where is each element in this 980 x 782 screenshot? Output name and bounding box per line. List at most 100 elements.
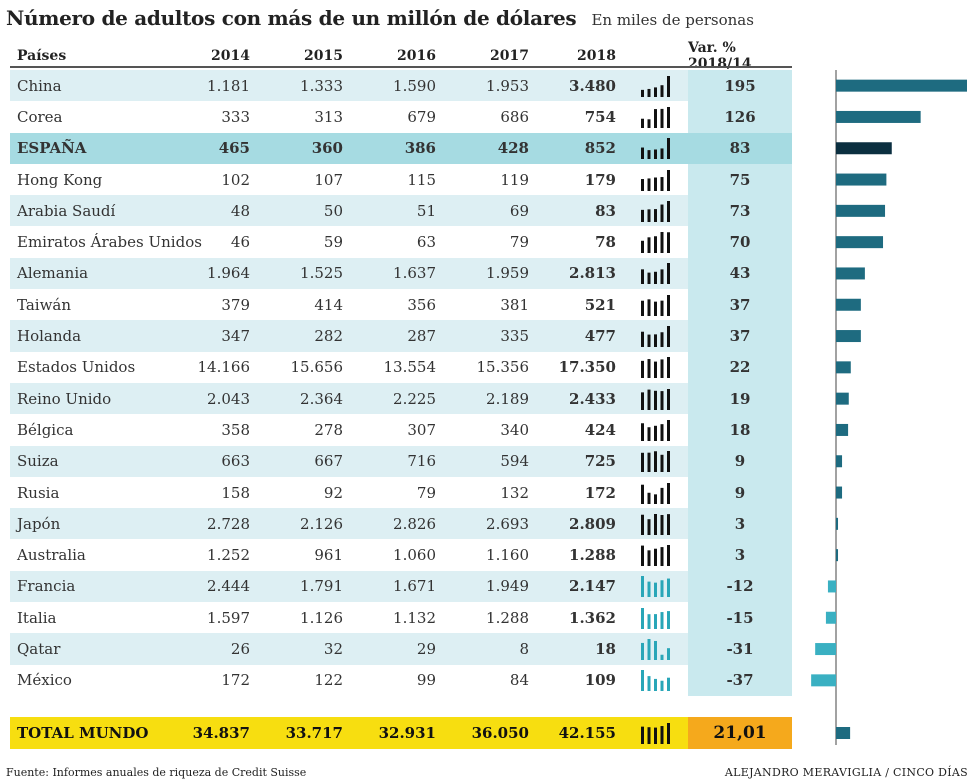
sparkline-bar xyxy=(647,638,651,660)
variation-value: 83 xyxy=(688,132,792,164)
variation-bar xyxy=(836,455,843,468)
sparkline-bar xyxy=(660,580,664,598)
header-2016: 2016 xyxy=(397,48,436,64)
table-row: Rusia 158 92 79 132 172 9 xyxy=(10,476,792,509)
sparkline-bar xyxy=(660,204,664,222)
value-2015: 414 xyxy=(314,295,343,314)
value-2018: 78 xyxy=(595,233,616,252)
variation-bar xyxy=(836,392,849,405)
table-row: Suiza 663 667 716 594 725 9 xyxy=(10,445,792,477)
table-row: Bélgica 358 278 307 340 424 18 xyxy=(10,414,792,446)
sparkline-bar xyxy=(660,108,664,128)
variation-value: -15 xyxy=(688,602,792,634)
sparkline-bar xyxy=(641,514,644,535)
value-2015: 122 xyxy=(314,671,343,690)
sparkline-bar xyxy=(647,334,651,348)
header-2015: 2015 xyxy=(304,48,343,64)
sparkline-bar xyxy=(647,359,651,379)
country-name: Taiwán xyxy=(17,295,72,314)
sparkline-svg xyxy=(641,670,670,692)
variation-bar xyxy=(836,236,884,249)
sparkline-bar xyxy=(654,640,657,660)
sparkline-bar xyxy=(667,482,670,504)
value-2017: 119 xyxy=(500,170,529,189)
sparkline-bar xyxy=(654,177,657,191)
sparkline-bar xyxy=(641,118,644,128)
value-2014: 358 xyxy=(221,420,250,439)
value-2018: 852 xyxy=(584,139,616,158)
variation-value: 37 xyxy=(688,289,792,321)
sparkline-svg xyxy=(641,75,670,97)
value-2015: 2.364 xyxy=(300,389,343,408)
sparkline-bar xyxy=(667,578,670,598)
value-2014: 2.728 xyxy=(207,514,250,533)
value-2017: 8 xyxy=(519,639,529,658)
table-row: Corea 333 313 679 686 754 126 xyxy=(10,101,792,133)
value-2016: 115 xyxy=(407,170,436,189)
value-2017: 2.189 xyxy=(486,389,529,408)
sparkline-bar xyxy=(641,726,644,744)
value-2017: 1.949 xyxy=(486,577,529,596)
sparkline-bar xyxy=(667,545,670,567)
sparkline-bar xyxy=(654,513,657,535)
sparkline-bar xyxy=(654,679,657,692)
sparkline-bar xyxy=(647,492,651,504)
sparkline-bar xyxy=(654,583,657,598)
total-2015: 33.717 xyxy=(285,724,343,742)
value-2014: 26 xyxy=(230,639,250,658)
sparkline-bar xyxy=(641,331,644,348)
country-name: Italia xyxy=(17,608,57,627)
value-2018: 109 xyxy=(584,671,616,690)
variation-bar xyxy=(836,267,865,280)
sparkline-bar xyxy=(654,149,657,160)
value-2014: 48 xyxy=(230,201,250,220)
value-2014: 663 xyxy=(221,452,250,471)
sparkline-bar xyxy=(660,232,664,254)
value-2015: 360 xyxy=(311,139,343,158)
total-var: 21,01 xyxy=(688,717,792,749)
sparkline-bar xyxy=(647,237,651,254)
sparkline-bar xyxy=(660,611,664,629)
sparkline-bar xyxy=(641,300,644,316)
table-row: Hong Kong 102 107 115 119 179 75 xyxy=(10,163,792,196)
table-row: Taiwán 379 414 356 381 521 37 xyxy=(10,289,792,321)
table-body: China 1.181 1.333 1.590 1.953 3.480 195 Corea 33… xyxy=(10,70,792,696)
country-name: Bélgica xyxy=(17,420,74,439)
country-name: China xyxy=(17,76,62,95)
sparkline-bar xyxy=(654,236,657,254)
sparkline-bar xyxy=(641,576,644,598)
variation-bar xyxy=(836,173,887,186)
value-2016: 1.637 xyxy=(393,264,436,283)
value-2015: 1.333 xyxy=(300,76,343,95)
sparkline xyxy=(638,164,674,195)
value-2016: 679 xyxy=(407,107,436,126)
value-2018: 1.288 xyxy=(569,546,616,565)
sparkline xyxy=(638,414,674,445)
value-2016: 1.671 xyxy=(393,577,436,596)
header-var: Var. % 2018/14 xyxy=(688,40,752,72)
variation-value: 9 xyxy=(688,476,792,509)
value-2018: 83 xyxy=(595,201,616,220)
sparkline-bar xyxy=(647,452,651,473)
sparkline xyxy=(638,446,674,477)
sparkline-bar xyxy=(641,147,644,160)
sparkline-bar xyxy=(660,332,664,348)
table-row: Emiratos Árabes Unidos 46 59 63 79 78 70 xyxy=(10,226,792,258)
value-2016: 29 xyxy=(416,639,436,658)
value-2017: 69 xyxy=(509,201,529,220)
variation-value: 18 xyxy=(688,414,792,446)
chart-subtitle: En miles de personas xyxy=(591,11,754,29)
source-note: Fuente: Informes anuales de riqueza de C… xyxy=(6,766,307,779)
value-2014: 465 xyxy=(218,139,250,158)
sparkline-svg xyxy=(641,607,670,629)
sparkline-bar xyxy=(667,677,670,692)
total-label: TOTAL MUNDO xyxy=(17,724,149,742)
value-2018: 2.147 xyxy=(569,577,616,596)
variation-bar xyxy=(836,727,851,739)
sparkline-bar xyxy=(660,514,664,535)
sparkline-svg xyxy=(641,106,670,128)
sparkline-bar xyxy=(660,681,664,692)
sparkline-bar xyxy=(660,148,664,160)
sparkline-bar xyxy=(660,726,664,744)
variation-bar xyxy=(836,142,892,155)
